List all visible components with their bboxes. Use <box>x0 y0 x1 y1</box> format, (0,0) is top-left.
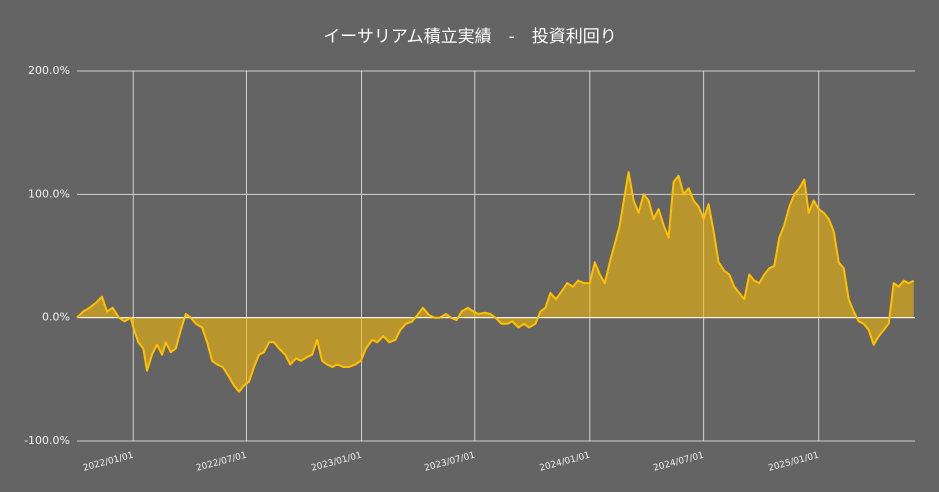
y-tick-label: -100.0% <box>24 434 70 447</box>
y-tick-label: 200.0% <box>28 64 70 77</box>
x-tick-label: 2022/07/01 <box>195 451 248 474</box>
x-tick-label: 2025/01/01 <box>767 451 820 474</box>
area-fill <box>77 172 914 392</box>
x-tick-label: 2024/07/01 <box>652 451 705 474</box>
x-tick-label: 2022/01/01 <box>82 451 135 474</box>
x-tick-label: 2023/07/01 <box>423 451 476 474</box>
chart-title: イーサリアム積立実績 - 投資利回り <box>323 27 617 47</box>
x-tick-label: 2023/01/01 <box>310 451 363 474</box>
y-tick-label: 100.0% <box>28 187 70 200</box>
x-tick-label: 2024/01/01 <box>539 451 592 474</box>
y-tick-label: 0.0% <box>42 311 70 324</box>
area-line <box>76 171 915 393</box>
